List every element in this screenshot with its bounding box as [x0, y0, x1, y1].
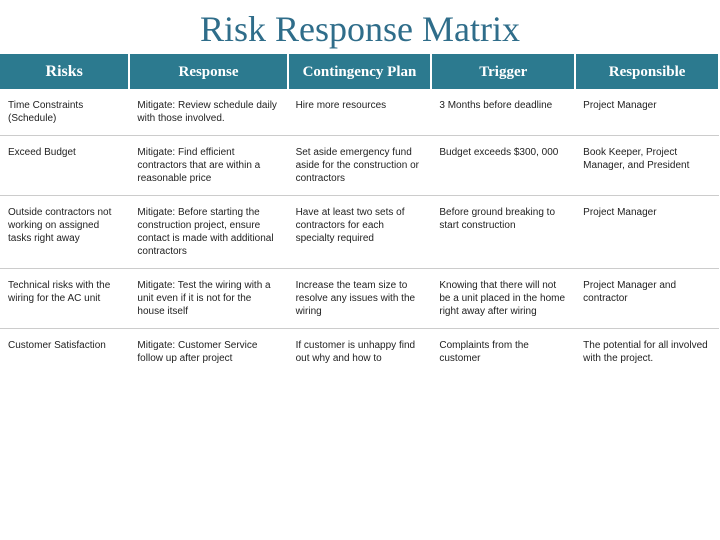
- cell-response: Mitigate: Test the wiring with a unit ev…: [129, 269, 287, 329]
- table-row: Time Constraints (Schedule) Mitigate: Re…: [0, 89, 719, 136]
- cell-responsible: Project Manager and contractor: [575, 269, 719, 329]
- cell-contingency: Hire more resources: [288, 89, 432, 136]
- cell-contingency: Have at least two sets of contractors fo…: [288, 196, 432, 269]
- table-row: Outside contractors not working on assig…: [0, 196, 719, 269]
- cell-risk: Customer Satisfaction: [0, 329, 129, 376]
- table-row: Exceed Budget Mitigate: Find efficient c…: [0, 136, 719, 196]
- header-responsible: Responsible: [575, 54, 719, 89]
- cell-risk: Time Constraints (Schedule): [0, 89, 129, 136]
- risk-matrix-table: Risks Response Contingency Plan Trigger …: [0, 54, 720, 375]
- cell-response: Mitigate: Find efficient contractors tha…: [129, 136, 287, 196]
- header-risks: Risks: [0, 54, 129, 89]
- table-header-row: Risks Response Contingency Plan Trigger …: [0, 54, 719, 89]
- cell-response: Mitigate: Before starting the constructi…: [129, 196, 287, 269]
- page-title: Risk Response Matrix: [0, 0, 720, 54]
- cell-response: Mitigate: Review schedule daily with tho…: [129, 89, 287, 136]
- cell-risk: Technical risks with the wiring for the …: [0, 269, 129, 329]
- cell-response: Mitigate: Customer Service follow up aft…: [129, 329, 287, 376]
- cell-responsible: The potential for all involved with the …: [575, 329, 719, 376]
- table-row: Technical risks with the wiring for the …: [0, 269, 719, 329]
- cell-responsible: Book Keeper, Project Manager, and Presid…: [575, 136, 719, 196]
- cell-contingency: If customer is unhappy find out why and …: [288, 329, 432, 376]
- cell-responsible: Project Manager: [575, 89, 719, 136]
- cell-risk: Exceed Budget: [0, 136, 129, 196]
- table-row: Customer Satisfaction Mitigate: Customer…: [0, 329, 719, 376]
- cell-contingency: Set aside emergency fund aside for the c…: [288, 136, 432, 196]
- cell-responsible: Project Manager: [575, 196, 719, 269]
- cell-trigger: 3 Months before deadline: [431, 89, 575, 136]
- header-trigger: Trigger: [431, 54, 575, 89]
- header-response: Response: [129, 54, 287, 89]
- cell-trigger: Budget exceeds $300, 000: [431, 136, 575, 196]
- cell-risk: Outside contractors not working on assig…: [0, 196, 129, 269]
- cell-trigger: Complaints from the customer: [431, 329, 575, 376]
- cell-trigger: Before ground breaking to start construc…: [431, 196, 575, 269]
- header-contingency: Contingency Plan: [288, 54, 432, 89]
- cell-trigger: Knowing that there will not be a unit pl…: [431, 269, 575, 329]
- cell-contingency: Increase the team size to resolve any is…: [288, 269, 432, 329]
